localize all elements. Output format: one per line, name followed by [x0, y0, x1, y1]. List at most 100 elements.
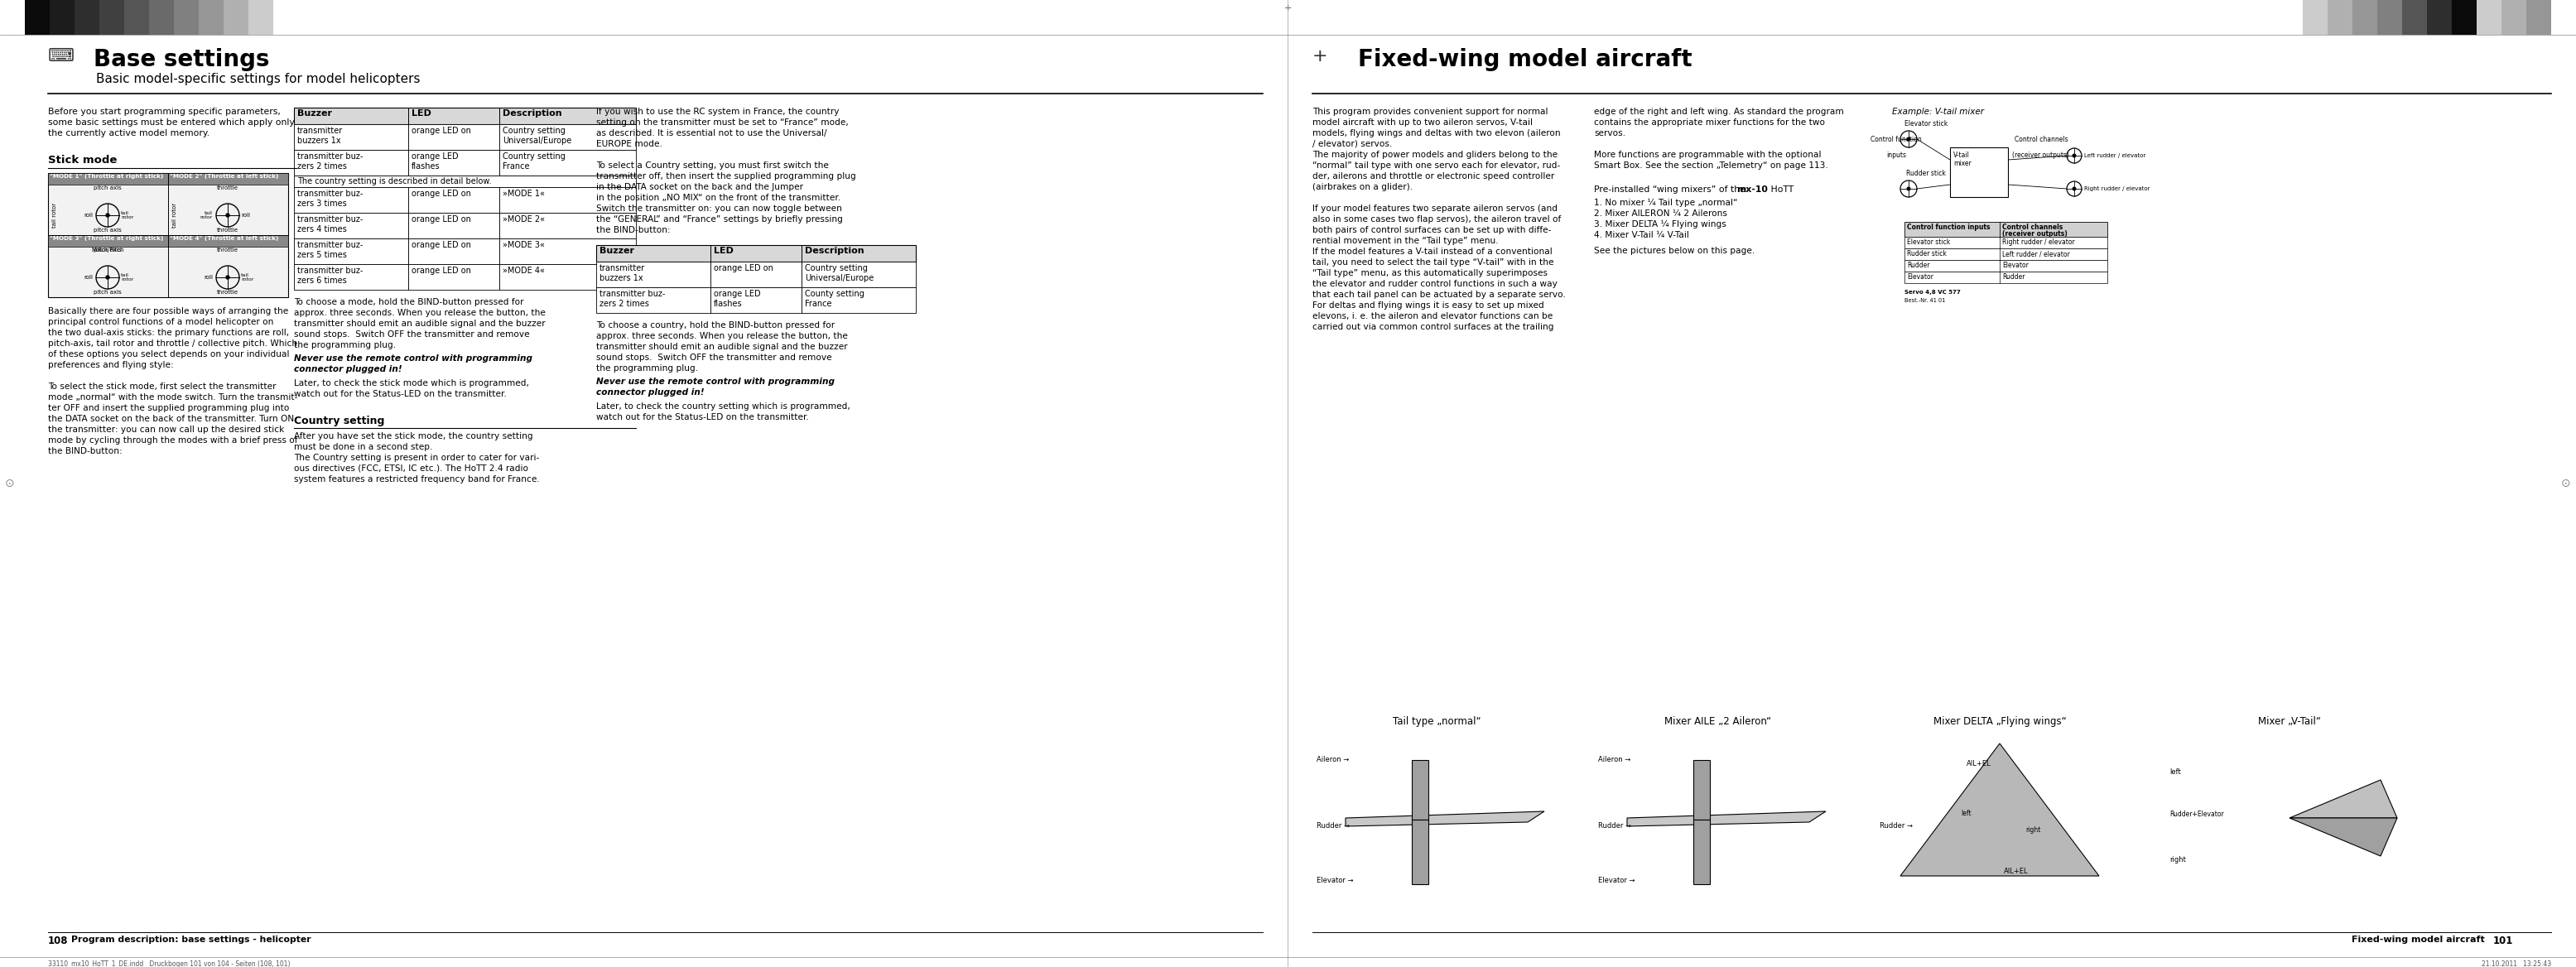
Text: preferences and flying style:: preferences and flying style: — [49, 361, 173, 369]
Text: Control function: Control function — [1870, 135, 1922, 143]
Text: Elevator stick: Elevator stick — [1904, 120, 1947, 128]
Text: AIL+EL: AIL+EL — [2004, 867, 2027, 875]
Bar — [124, 0, 149, 35]
Circle shape — [106, 214, 108, 217]
Text: approx. three seconds. When you release the button, the: approx. three seconds. When you release … — [294, 308, 546, 317]
Text: buzzers 1x: buzzers 1x — [600, 274, 644, 282]
Text: elevons, i. e. the aileron and elevator functions can be: elevons, i. e. the aileron and elevator … — [1311, 312, 1553, 320]
Polygon shape — [1412, 760, 1427, 820]
Text: Mixer DELTA „Flying wings“: Mixer DELTA „Flying wings“ — [1932, 717, 2066, 727]
Text: connector plugged in!: connector plugged in! — [595, 389, 703, 396]
Text: as described. It is essential not to use the Universal/: as described. It is essential not to use… — [595, 130, 827, 137]
Text: pitch axis: pitch axis — [93, 186, 121, 190]
Circle shape — [106, 276, 108, 279]
Bar — [26, 0, 49, 35]
Text: Control channels: Control channels — [2002, 223, 2063, 231]
Text: pitch axis: pitch axis — [93, 290, 121, 295]
Text: Country setting: Country setting — [294, 416, 384, 426]
Text: Base settings: Base settings — [93, 48, 270, 72]
Text: LED: LED — [412, 109, 430, 118]
Text: Tail type „normal“: Tail type „normal“ — [1394, 717, 1481, 727]
Text: inputs: inputs — [1886, 152, 1906, 159]
Circle shape — [227, 276, 229, 279]
Bar — [801, 287, 917, 313]
Text: the BIND-button:: the BIND-button: — [49, 447, 121, 455]
Text: Universal/Europe: Universal/Europe — [804, 274, 873, 282]
Text: flashes: flashes — [412, 162, 440, 170]
Text: the “GENERAL” and “France” settings by briefly pressing: the “GENERAL” and “France” settings by b… — [595, 216, 842, 223]
Text: 3. Mixer DELTA ¼ Flying wings: 3. Mixer DELTA ¼ Flying wings — [1595, 220, 1726, 228]
Bar — [294, 213, 407, 239]
Text: (airbrakes on a glider).: (airbrakes on a glider). — [1311, 183, 1412, 191]
Text: connector plugged in!: connector plugged in! — [294, 366, 402, 373]
Circle shape — [2074, 188, 2076, 190]
Text: +: + — [1311, 48, 1327, 65]
Text: throttle: throttle — [216, 227, 240, 233]
Text: Buzzer: Buzzer — [600, 247, 634, 255]
Text: transmitter: transmitter — [600, 264, 644, 273]
Text: / elevator) servos.: / elevator) servos. — [1311, 140, 1391, 148]
Text: »MODE 1«: »MODE 1« — [502, 190, 546, 198]
Text: More functions are programmable with the optional: More functions are programmable with the… — [1595, 151, 1821, 159]
Text: approx. three seconds. When you release the button, the: approx. three seconds. When you release … — [595, 332, 848, 340]
Text: Left rudder / elevator: Left rudder / elevator — [2002, 250, 2071, 257]
Text: zers 6 times: zers 6 times — [296, 277, 348, 285]
Bar — [2452, 0, 2476, 35]
Bar — [167, 235, 289, 247]
Text: orange LED on: orange LED on — [412, 267, 471, 275]
Bar — [500, 239, 636, 264]
Text: After you have set the stick mode, the country setting: After you have set the stick mode, the c… — [294, 432, 533, 440]
Polygon shape — [2290, 818, 2398, 856]
Text: transmitter buz-: transmitter buz- — [296, 267, 363, 275]
Text: Aileron →: Aileron → — [1597, 756, 1631, 764]
Text: the two dual-axis sticks: the primary functions are roll,: the two dual-axis sticks: the primary fu… — [49, 329, 289, 337]
Text: "MODE 4" (Throttle at left stick): "MODE 4" (Throttle at left stick) — [170, 236, 278, 241]
Text: Smart Box. See the section „Telemetry“ on page 113.: Smart Box. See the section „Telemetry“ o… — [1595, 161, 1829, 170]
Text: watch out for the Status-LED on the transmitter.: watch out for the Status-LED on the tran… — [294, 390, 507, 398]
Text: V-tail: V-tail — [1953, 152, 1971, 159]
Text: pitch axis: pitch axis — [93, 248, 121, 252]
Text: the programming plug.: the programming plug. — [595, 365, 698, 372]
Text: If the model features a V-tail instead of a conventional: If the model features a V-tail instead o… — [1311, 248, 1553, 256]
Text: Before you start programming specific parameters,: Before you start programming specific pa… — [49, 107, 281, 116]
Text: transmitter off, then insert the supplied programming plug: transmitter off, then insert the supplie… — [595, 172, 855, 181]
Text: Rudder stick: Rudder stick — [1906, 170, 1945, 177]
Text: Elevator →: Elevator → — [1597, 876, 1636, 884]
Text: zers 2 times: zers 2 times — [296, 162, 348, 170]
Bar — [294, 107, 636, 124]
Text: ter OFF and insert the supplied programming plug into: ter OFF and insert the supplied programm… — [49, 404, 289, 412]
Bar — [595, 287, 711, 313]
Polygon shape — [1901, 744, 2099, 876]
Bar — [49, 235, 167, 247]
Text: transmitter: transmitter — [296, 127, 343, 135]
Text: the BIND-button:: the BIND-button: — [595, 226, 670, 234]
Text: Fixed-wing model aircraft: Fixed-wing model aircraft — [2352, 935, 2486, 944]
Bar — [1950, 147, 2007, 197]
Text: “Tail type” menu, as this automatically superimposes: “Tail type” menu, as this automatically … — [1311, 269, 1548, 278]
Bar — [595, 245, 917, 262]
Text: Rudder+Elevator: Rudder+Elevator — [2169, 810, 2223, 817]
Text: transmitter should emit an audible signal and the buzzer: transmitter should emit an audible signa… — [294, 319, 546, 328]
Text: Elevator: Elevator — [2002, 262, 2027, 269]
Text: zers 5 times: zers 5 times — [296, 250, 348, 259]
Bar — [500, 124, 636, 150]
Bar — [711, 287, 801, 313]
Text: also in some cases two flap servos), the aileron travel of: also in some cases two flap servos), the… — [1311, 216, 1561, 223]
Text: HoTT: HoTT — [1767, 186, 1793, 193]
Text: »MODE 3«: »MODE 3« — [502, 241, 546, 249]
Text: roll: roll — [82, 275, 93, 279]
Bar — [1904, 221, 2107, 237]
Text: ous directives (FCC, ETSI, IC etc.). The HoTT 2.4 radio: ous directives (FCC, ETSI, IC etc.). The… — [294, 464, 528, 473]
Text: mode „normal“ with the mode switch. Turn the transmit-: mode „normal“ with the mode switch. Turn… — [49, 394, 299, 401]
Text: mode by cycling through the modes with a brief press of: mode by cycling through the modes with a… — [49, 436, 299, 445]
Bar — [224, 0, 247, 35]
Text: See the pictures below on this page.: See the pictures below on this page. — [1595, 247, 1754, 255]
Text: Fixed-wing model aircraft: Fixed-wing model aircraft — [1358, 48, 1692, 72]
Bar — [500, 213, 636, 239]
Text: "MODE 2" (Throttle at left stick): "MODE 2" (Throttle at left stick) — [170, 174, 278, 179]
Bar — [294, 239, 407, 264]
Text: Aileron →: Aileron → — [1316, 756, 1350, 764]
Text: Rudder →: Rudder → — [1597, 823, 1631, 830]
Text: Universal/Europe: Universal/Europe — [502, 136, 572, 145]
Text: roll: roll — [242, 213, 250, 218]
